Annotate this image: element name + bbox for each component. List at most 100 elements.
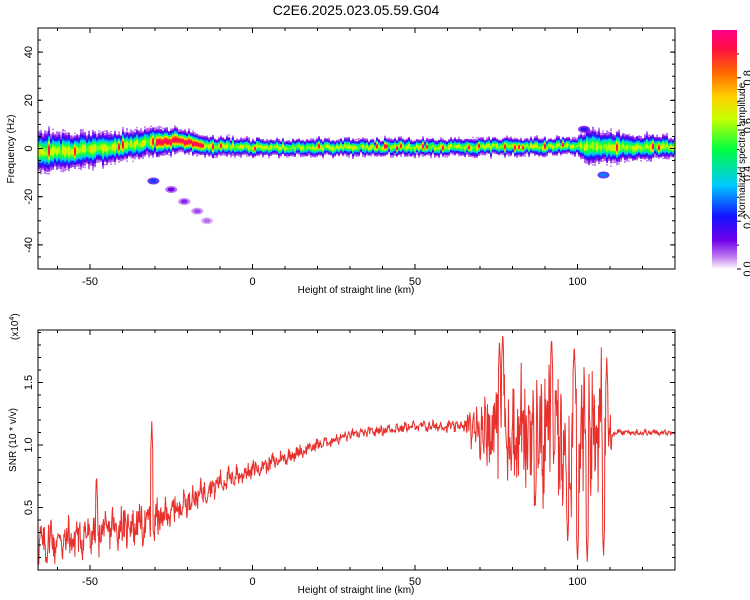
heatmap-cell (240, 143, 242, 145)
heatmap-cell (178, 149, 180, 152)
heatmap-cell (66, 160, 68, 162)
heatmap-cell (460, 140, 462, 142)
heatmap-cell (356, 145, 358, 148)
heatmap-cell (40, 139, 42, 141)
heatmap-cell (72, 154, 74, 157)
heatmap-cell (48, 144, 50, 146)
heatmap-cell (200, 151, 202, 153)
heatmap-cell (100, 156, 102, 159)
heatmap-cell (380, 145, 382, 148)
heatmap-cell (106, 142, 108, 144)
heatmap-cell (98, 139, 100, 142)
heatmap-cell (360, 150, 362, 153)
heatmap-cell (246, 143, 248, 145)
heatmap-cell (254, 140, 256, 142)
heatmap-cell (306, 148, 308, 151)
heatmap-cell (268, 142, 270, 144)
heatmap-cell (72, 147, 74, 150)
spectrogram-heatmap (38, 125, 675, 175)
heatmap-cell (248, 141, 250, 144)
heatmap-cell (52, 134, 54, 137)
heatmap-cell (336, 150, 338, 153)
heatmap-cell (462, 152, 464, 155)
heatmap-cell (574, 147, 576, 150)
heatmap-cell (356, 142, 358, 144)
heatmap-cell (482, 152, 484, 154)
heatmap-cell (504, 152, 506, 155)
heatmap-cell (240, 145, 242, 148)
heatmap-cell (44, 154, 46, 156)
heatmap-cell (56, 132, 58, 134)
heatmap-cell (494, 136, 496, 139)
heatmap-cell (566, 146, 568, 149)
heatmap-cell (64, 158, 66, 161)
heatmap-cell (572, 147, 574, 150)
heatmap-cell (470, 150, 472, 153)
heatmap-cell (558, 138, 560, 140)
heatmap-cell (524, 145, 526, 148)
heatmap-cell (302, 144, 304, 146)
heatmap-cell (256, 139, 258, 142)
heatmap-cell (160, 128, 162, 131)
heatmap-cell (590, 152, 592, 155)
heatmap-cell (62, 157, 64, 160)
heatmap-cell (580, 151, 582, 154)
heatmap-cell (440, 149, 442, 151)
heatmap-cell (110, 147, 112, 150)
heatmap-cell (112, 154, 114, 156)
heatmap-cell (136, 131, 138, 134)
heatmap-cell (528, 145, 530, 148)
heatmap-cell (182, 134, 184, 136)
heatmap-cell (422, 155, 424, 158)
heatmap-cell (404, 145, 406, 148)
heatmap-cell (428, 147, 430, 149)
heatmap-cell (102, 146, 104, 149)
heatmap-cell (74, 136, 76, 138)
heatmap-cell (80, 148, 82, 150)
heatmap-cell (118, 136, 120, 138)
heatmap-cell (334, 143, 336, 145)
heatmap-cell (58, 159, 60, 161)
heatmap-cell (590, 154, 592, 156)
heatmap-cell (504, 148, 506, 150)
heatmap-cell (74, 163, 76, 166)
heatmap-cell (74, 157, 76, 160)
heatmap-cell (72, 138, 74, 140)
heatmap-cell (516, 139, 518, 141)
heatmap-cell (372, 151, 374, 154)
heatmap-cell (114, 134, 116, 136)
heatmap-cell (274, 153, 276, 155)
heatmap-cell (262, 152, 264, 154)
heatmap-cell (64, 156, 66, 158)
heatmap-cell (98, 142, 100, 144)
heatmap-cell (562, 151, 564, 153)
heatmap-cell (176, 130, 178, 132)
heatmap-cell (168, 132, 170, 134)
heatmap-cell (240, 148, 242, 150)
heatmap-cell (564, 147, 566, 149)
heatmap-cell (444, 155, 446, 158)
heatmap-cell (522, 143, 524, 145)
heatmap-cell (126, 157, 128, 160)
heatmap-cell (458, 151, 460, 153)
heatmap-cell (508, 149, 510, 151)
heatmap-cell (276, 137, 278, 140)
heatmap-cell (52, 144, 54, 146)
heatmap-cell (42, 152, 44, 155)
heatmap-cell (580, 147, 582, 149)
heatmap-cell (338, 152, 340, 154)
heatmap-cell (60, 150, 62, 152)
heatmap-cell (338, 149, 340, 152)
heatmap-cell (362, 144, 364, 147)
heatmap-cell (588, 156, 590, 159)
heatmap-cell (224, 154, 226, 156)
heatmap-cell (292, 146, 294, 149)
heatmap-cell (318, 146, 320, 149)
heatmap-cell (410, 150, 412, 152)
heatmap-cell (110, 149, 112, 151)
heatmap-cell (208, 146, 210, 149)
heatmap-cell (176, 146, 178, 148)
heatmap-cell (144, 126, 146, 128)
heatmap-cell (134, 148, 136, 150)
heatmap-cell (506, 151, 508, 153)
